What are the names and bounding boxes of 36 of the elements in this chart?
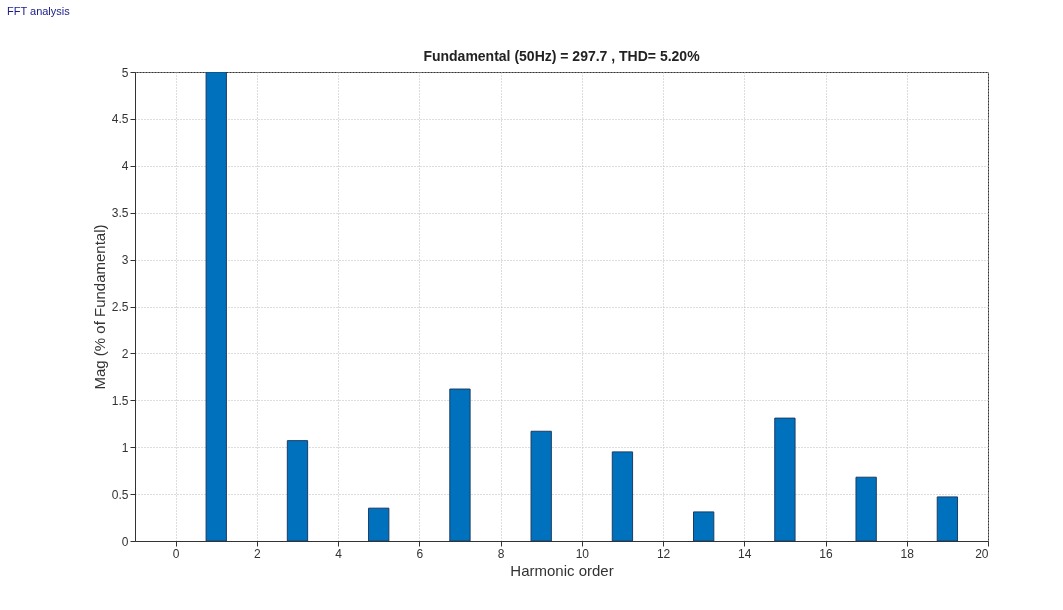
bar [205,72,227,541]
x-tick-label: 2 [254,546,262,561]
x-tick-label: 16 [819,546,834,561]
y-tick-label: 3.5 [111,206,129,221]
bar [368,507,390,541]
bar [693,511,715,541]
x-tick-label: 12 [656,546,671,561]
bar [530,430,552,541]
y-tick-label: 3 [121,253,129,268]
y-tick-label: 2 [121,346,129,361]
bar [774,417,796,541]
x-axis-title: Harmonic order [510,561,614,579]
x-tick-label: 14 [738,546,752,561]
y-axis-title: Mag (% of Fundamental) [90,224,108,390]
bar [855,476,877,541]
y-tick-label: 1.5 [111,393,129,408]
text: FFT analysis [7,5,71,17]
y-tick-label: 5 [121,65,129,80]
chart-title: Fundamental (50Hz) = 297.7 , THD= 5.20% [423,48,701,64]
bar [449,388,471,541]
x-tick-label: 8 [497,546,505,561]
y-tick-label: 0.5 [111,487,129,502]
x-tick-label: 18 [900,546,915,561]
y-tick-label: 0 [121,534,129,549]
bar [611,451,634,541]
x-tick-label: 0 [172,546,180,561]
y-tick-label: 4 [121,159,129,174]
x-tick-label: 10 [575,546,590,561]
bar [286,440,309,541]
x-tick-label: 4 [335,546,343,561]
y-tick-label: 4.5 [111,112,129,127]
x-tick-label: 20 [975,546,989,561]
bar [936,496,959,541]
y-tick-label: 1 [121,440,129,455]
x-tick-label: 6 [416,546,424,561]
y-tick-label: 2.5 [111,300,129,314]
